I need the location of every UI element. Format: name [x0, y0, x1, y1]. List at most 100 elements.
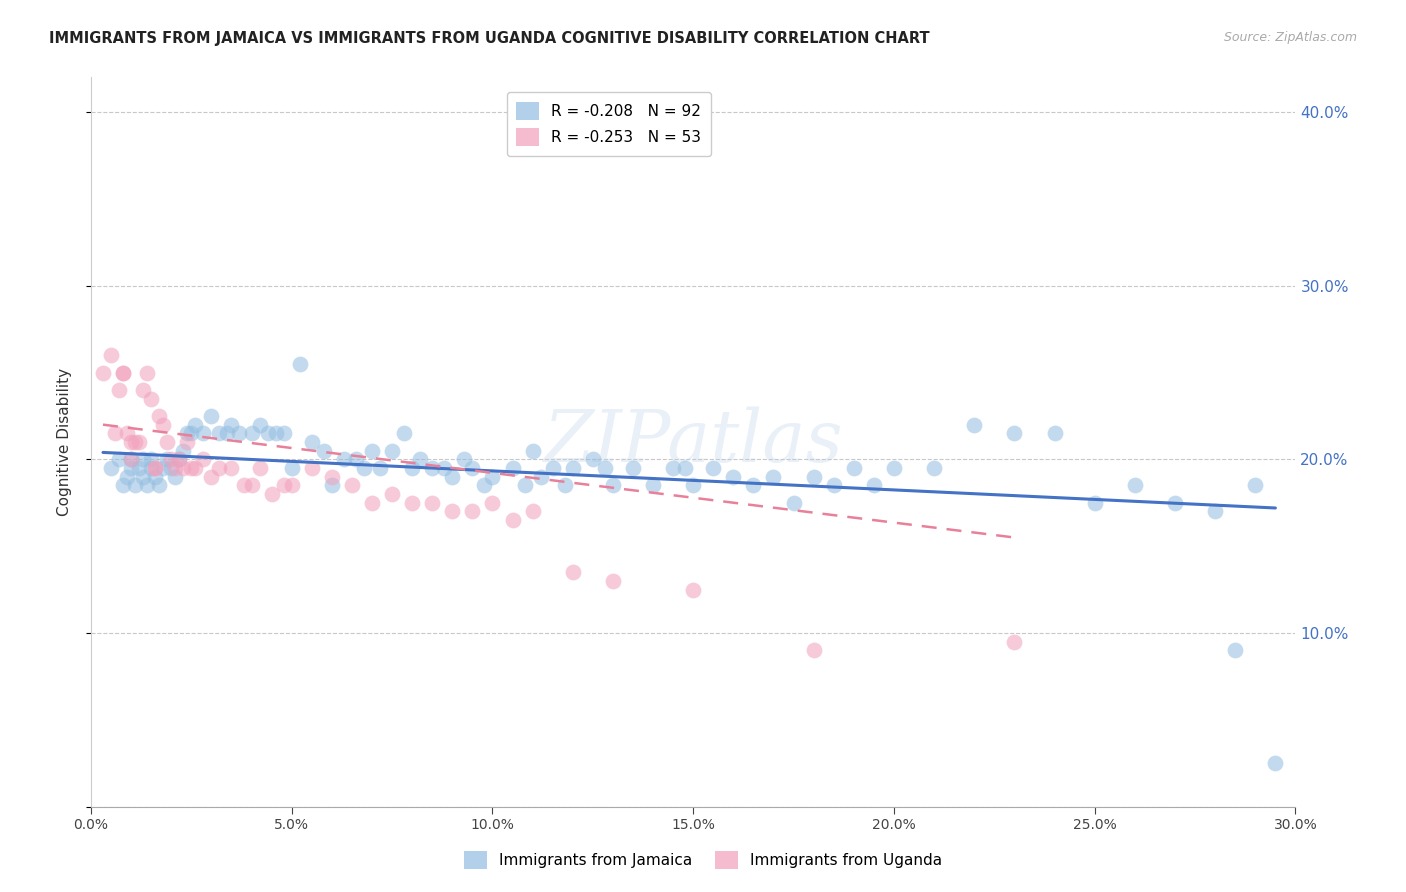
- Point: [200, 409, 222, 423]
- Point: [221, 461, 243, 475]
- Point: [288, 357, 311, 371]
- Text: ZIPatlas: ZIPatlas: [543, 407, 844, 477]
- Point: [481, 469, 503, 483]
- Point: [641, 478, 664, 492]
- Text: IMMIGRANTS FROM JAMAICA VS IMMIGRANTS FROM UGANDA COGNITIVE DISABILITY CORRELATI: IMMIGRANTS FROM JAMAICA VS IMMIGRANTS FR…: [49, 31, 929, 46]
- Point: [602, 574, 624, 588]
- Point: [180, 426, 202, 441]
- Point: [1264, 756, 1286, 771]
- Point: [240, 478, 263, 492]
- Point: [104, 426, 127, 441]
- Point: [453, 452, 475, 467]
- Point: [441, 469, 464, 483]
- Point: [240, 426, 263, 441]
- Point: [433, 461, 456, 475]
- Point: [124, 478, 146, 492]
- Point: [208, 461, 231, 475]
- Point: [842, 461, 865, 475]
- Point: [368, 461, 391, 475]
- Point: [301, 461, 323, 475]
- Point: [256, 426, 278, 441]
- Point: [582, 452, 605, 467]
- Point: [120, 452, 142, 467]
- Point: [554, 478, 576, 492]
- Point: [100, 348, 122, 362]
- Point: [522, 443, 544, 458]
- Point: [441, 504, 464, 518]
- Point: [112, 366, 135, 380]
- Point: [273, 426, 295, 441]
- Point: [593, 461, 616, 475]
- Point: [481, 496, 503, 510]
- Point: [172, 461, 194, 475]
- Point: [561, 566, 583, 580]
- Point: [409, 452, 432, 467]
- Point: [172, 443, 194, 458]
- Point: [148, 478, 170, 492]
- Point: [156, 452, 179, 467]
- Point: [167, 452, 190, 467]
- Point: [1002, 426, 1025, 441]
- Point: [513, 478, 536, 492]
- Point: [530, 469, 553, 483]
- Point: [762, 469, 785, 483]
- Point: [381, 443, 404, 458]
- Point: [280, 478, 302, 492]
- Point: [420, 461, 443, 475]
- Point: [141, 392, 163, 406]
- Point: [132, 452, 155, 467]
- Point: [228, 426, 250, 441]
- Point: [156, 435, 179, 450]
- Point: [128, 435, 150, 450]
- Point: [1225, 643, 1247, 657]
- Point: [401, 461, 423, 475]
- Point: [280, 461, 302, 475]
- Point: [353, 461, 375, 475]
- Point: [193, 426, 215, 441]
- Point: [682, 478, 704, 492]
- Point: [176, 435, 198, 450]
- Point: [208, 426, 231, 441]
- Point: [120, 461, 142, 475]
- Point: [301, 435, 323, 450]
- Point: [124, 435, 146, 450]
- Point: [232, 478, 254, 492]
- Point: [184, 461, 207, 475]
- Point: [420, 496, 443, 510]
- Point: [132, 383, 155, 397]
- Point: [723, 469, 745, 483]
- Point: [522, 504, 544, 518]
- Point: [803, 643, 825, 657]
- Point: [115, 469, 138, 483]
- Point: [344, 452, 367, 467]
- Point: [782, 496, 804, 510]
- Point: [541, 461, 564, 475]
- Point: [361, 443, 384, 458]
- Point: [167, 452, 190, 467]
- Point: [742, 478, 765, 492]
- Point: [108, 452, 131, 467]
- Point: [803, 469, 825, 483]
- Point: [160, 461, 183, 475]
- Point: [321, 478, 343, 492]
- Point: [141, 452, 163, 467]
- Point: [922, 461, 945, 475]
- Legend: Immigrants from Jamaica, Immigrants from Uganda: Immigrants from Jamaica, Immigrants from…: [457, 845, 949, 875]
- Point: [823, 478, 845, 492]
- Point: [112, 478, 135, 492]
- Point: [502, 461, 524, 475]
- Point: [108, 383, 131, 397]
- Point: [963, 417, 986, 432]
- Point: [673, 461, 696, 475]
- Point: [120, 452, 142, 467]
- Point: [361, 496, 384, 510]
- Point: [702, 461, 724, 475]
- Point: [217, 426, 239, 441]
- Point: [136, 478, 159, 492]
- Point: [1244, 478, 1267, 492]
- Point: [176, 426, 198, 441]
- Text: Source: ZipAtlas.com: Source: ZipAtlas.com: [1223, 31, 1357, 45]
- Point: [381, 487, 404, 501]
- Point: [136, 366, 159, 380]
- Point: [148, 409, 170, 423]
